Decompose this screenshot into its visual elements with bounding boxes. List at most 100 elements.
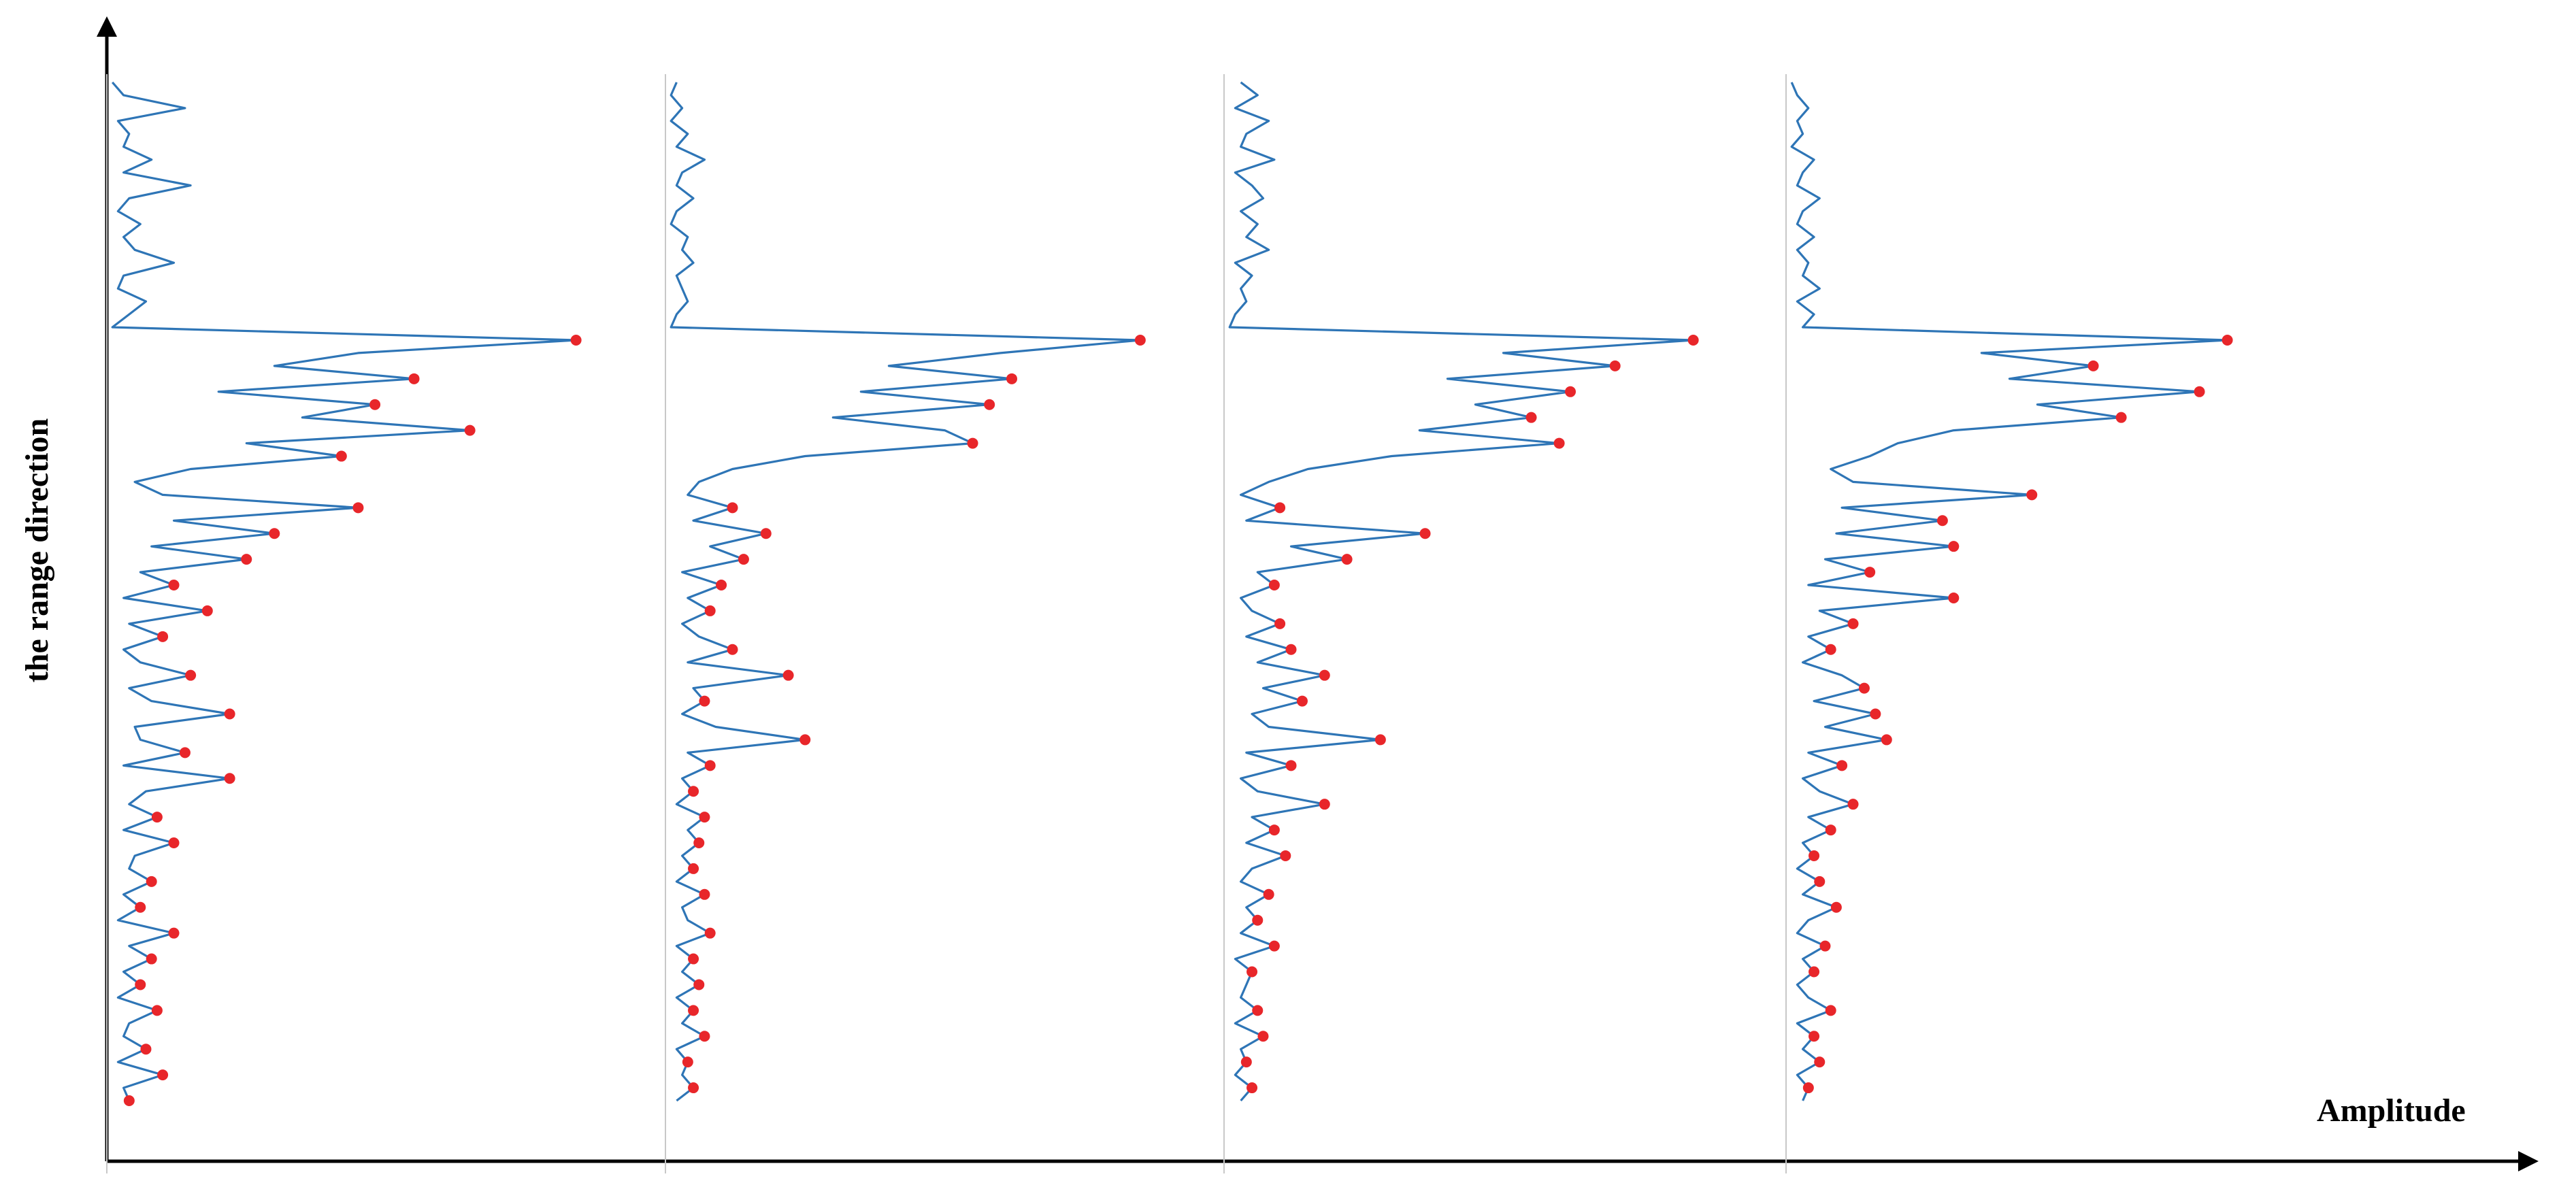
peak-marker <box>1240 1056 1252 1068</box>
peak-marker <box>123 1095 135 1106</box>
peak-marker <box>2194 386 2205 397</box>
peak-marker <box>146 876 157 887</box>
peak-marker <box>1809 850 1820 861</box>
peak-marker <box>1374 734 1386 746</box>
peak-marker <box>1809 1031 1820 1042</box>
peak-marker <box>1830 901 1842 913</box>
peak-marker <box>1268 580 1280 591</box>
x-axis-label: Amplitude <box>2317 1093 2466 1129</box>
peak-marker <box>179 747 191 759</box>
peak-marker <box>1006 373 1018 384</box>
peak-marker <box>135 901 146 913</box>
peak-marker <box>1246 966 1258 978</box>
peak-marker <box>2026 489 2038 501</box>
peak-marker <box>699 812 710 823</box>
peak-marker <box>408 373 420 384</box>
peak-marker <box>151 812 163 823</box>
peak-marker <box>727 644 738 655</box>
peak-marker <box>799 734 811 746</box>
peak-marker <box>688 953 699 965</box>
peak-marker <box>1525 412 1537 423</box>
peak-marker <box>688 1005 699 1016</box>
peak-marker <box>1948 541 1960 552</box>
peak-marker <box>168 580 180 591</box>
peak-marker <box>1847 799 1859 810</box>
peak-marker <box>688 1082 699 1094</box>
peak-marker <box>1870 708 1881 720</box>
peak-marker <box>140 1044 152 1055</box>
peak-marker <box>1252 1005 1264 1016</box>
peak-marker <box>1687 334 1699 346</box>
peak-marker <box>704 927 716 939</box>
peak-marker <box>1809 966 1820 978</box>
peak-marker <box>1246 1082 1258 1094</box>
peak-marker <box>1296 695 1308 707</box>
peak-marker <box>693 979 705 990</box>
peak-marker <box>146 953 157 965</box>
peak-marker <box>1285 644 1297 655</box>
peak-marker <box>1936 515 1948 527</box>
peak-marker <box>224 708 235 720</box>
peak-marker <box>1252 914 1264 926</box>
peak-marker <box>135 979 146 990</box>
peak-marker <box>1825 1005 1836 1016</box>
peak-marker <box>157 631 169 642</box>
peak-marker <box>1565 386 1576 397</box>
peak-marker <box>1274 618 1286 629</box>
peak-marker <box>241 554 252 565</box>
peak-marker <box>2222 334 2233 346</box>
peak-marker <box>201 605 213 616</box>
peak-marker <box>716 580 727 591</box>
peak-marker <box>1864 567 1876 578</box>
peak-marker <box>1285 760 1297 771</box>
peak-marker <box>688 863 699 874</box>
peak-marker <box>570 334 582 346</box>
peak-marker <box>738 554 749 565</box>
peak-marker <box>760 528 772 539</box>
peak-marker <box>2087 360 2099 371</box>
peak-marker <box>224 773 235 784</box>
peak-marker <box>1280 850 1291 861</box>
peak-marker <box>464 424 476 436</box>
peak-marker <box>1847 618 1859 629</box>
peak-marker <box>688 786 699 797</box>
peak-marker <box>1263 888 1274 900</box>
peak-marker <box>157 1069 169 1081</box>
peak-marker <box>352 502 364 514</box>
peak-marker <box>984 399 995 410</box>
peak-marker <box>699 1031 710 1042</box>
peak-marker <box>967 437 978 449</box>
peak-marker <box>1257 1031 1269 1042</box>
peak-marker <box>1825 824 1836 836</box>
peak-marker <box>1341 554 1353 565</box>
peak-marker <box>335 450 347 462</box>
peak-marker <box>2115 412 2127 423</box>
peak-marker <box>1819 940 1831 952</box>
peak-marker <box>727 502 738 514</box>
peak-marker <box>1881 734 1892 746</box>
peak-marker <box>1836 760 1848 771</box>
peak-marker <box>1268 940 1280 952</box>
peak-marker <box>1319 799 1330 810</box>
peak-marker <box>185 669 197 681</box>
y-axis-label: the range direction <box>19 418 55 682</box>
profile-line <box>670 82 1142 1102</box>
peak-marker <box>168 927 180 939</box>
profile-line <box>1790 82 2229 1101</box>
peak-marker <box>782 669 794 681</box>
peak-marker <box>1802 1082 1814 1094</box>
peak-marker <box>1825 644 1836 655</box>
peak-marker <box>1858 682 1870 694</box>
peak-marker <box>1814 1056 1826 1068</box>
peak-marker <box>699 888 710 900</box>
peak-marker <box>1134 334 1146 346</box>
peak-marker <box>693 837 705 849</box>
peak-marker <box>1419 528 1431 539</box>
peak-marker <box>1274 502 1286 514</box>
peak-marker <box>704 760 716 771</box>
peak-marker <box>1268 824 1280 836</box>
peak-marker <box>1948 592 1960 603</box>
peak-marker <box>704 605 716 616</box>
